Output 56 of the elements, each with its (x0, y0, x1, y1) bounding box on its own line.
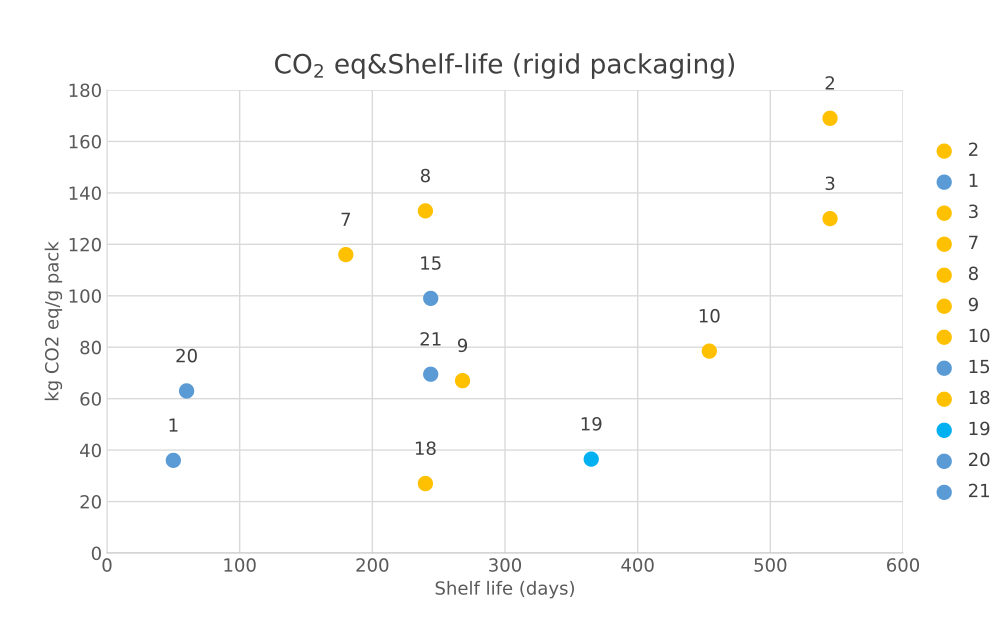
text: 15 (421, 256, 441, 270)
y-axis-title: kg CO2 eq/g pack (44, 241, 62, 400)
legend-label: 19 (970, 422, 990, 436)
legend-label: 7 (969, 236, 978, 249)
legend-label: 9 (968, 298, 978, 312)
x-tick-label: 0 (102, 558, 112, 572)
text: 18 (416, 441, 436, 456)
legend-label: 15 (970, 360, 990, 374)
legend-label: 8 (968, 266, 978, 280)
text: 21 (420, 332, 441, 346)
text: 19 (582, 416, 602, 431)
point (178, 383, 194, 399)
point (166, 452, 181, 468)
legend-label: 10 (970, 328, 990, 342)
text: 20 (176, 348, 197, 362)
point (423, 366, 438, 382)
y-tick-label: 120 (70, 238, 101, 252)
point (338, 246, 354, 262)
text: 9 (458, 338, 468, 352)
text: 8 (420, 168, 430, 182)
chart-title: CO$_{2}$ eq&Shelf-life (rigid packaging) (275, 53, 734, 79)
point (702, 343, 717, 359)
point (418, 203, 434, 219)
x-tick-label: 500 (754, 558, 786, 572)
point (423, 290, 438, 306)
legend-label: 20 (968, 452, 990, 466)
text: 7 (342, 212, 350, 226)
x-tick-label: 400 (621, 558, 654, 572)
x-tick-label: 300 (489, 558, 522, 572)
legend-label: 18 (970, 390, 990, 404)
legend-label: 2 (968, 142, 978, 156)
point (822, 110, 838, 126)
x-axis-title: Shelf life (days) (436, 580, 574, 598)
legend-label: 1 (970, 174, 978, 187)
x-tick-label: 100 (224, 558, 256, 572)
legend-label: 21 (968, 484, 989, 498)
y-tick-label: 140 (70, 186, 101, 200)
point (584, 451, 599, 467)
y-tick-label: 20 (80, 495, 101, 509)
x-tick-label: 600 (887, 558, 920, 572)
text: 10 (700, 308, 720, 323)
point (454, 373, 470, 388)
point (418, 476, 434, 492)
text: 2 (826, 76, 834, 90)
point (822, 210, 838, 226)
x-tick-label: 200 (356, 558, 388, 572)
y-tick-label: 80 (80, 340, 101, 354)
y-tick-label: 60 (80, 392, 101, 406)
y-tick-label: 40 (80, 444, 101, 458)
y-tick-label: 160 (70, 134, 101, 149)
y-tick-label: 0 (92, 546, 101, 560)
y-tick-label: 180 (70, 83, 101, 98)
text: 3 (826, 176, 834, 190)
text: 1 (170, 418, 178, 432)
y-tick-label: 100 (70, 289, 101, 303)
legend-label: 3 (969, 204, 978, 218)
